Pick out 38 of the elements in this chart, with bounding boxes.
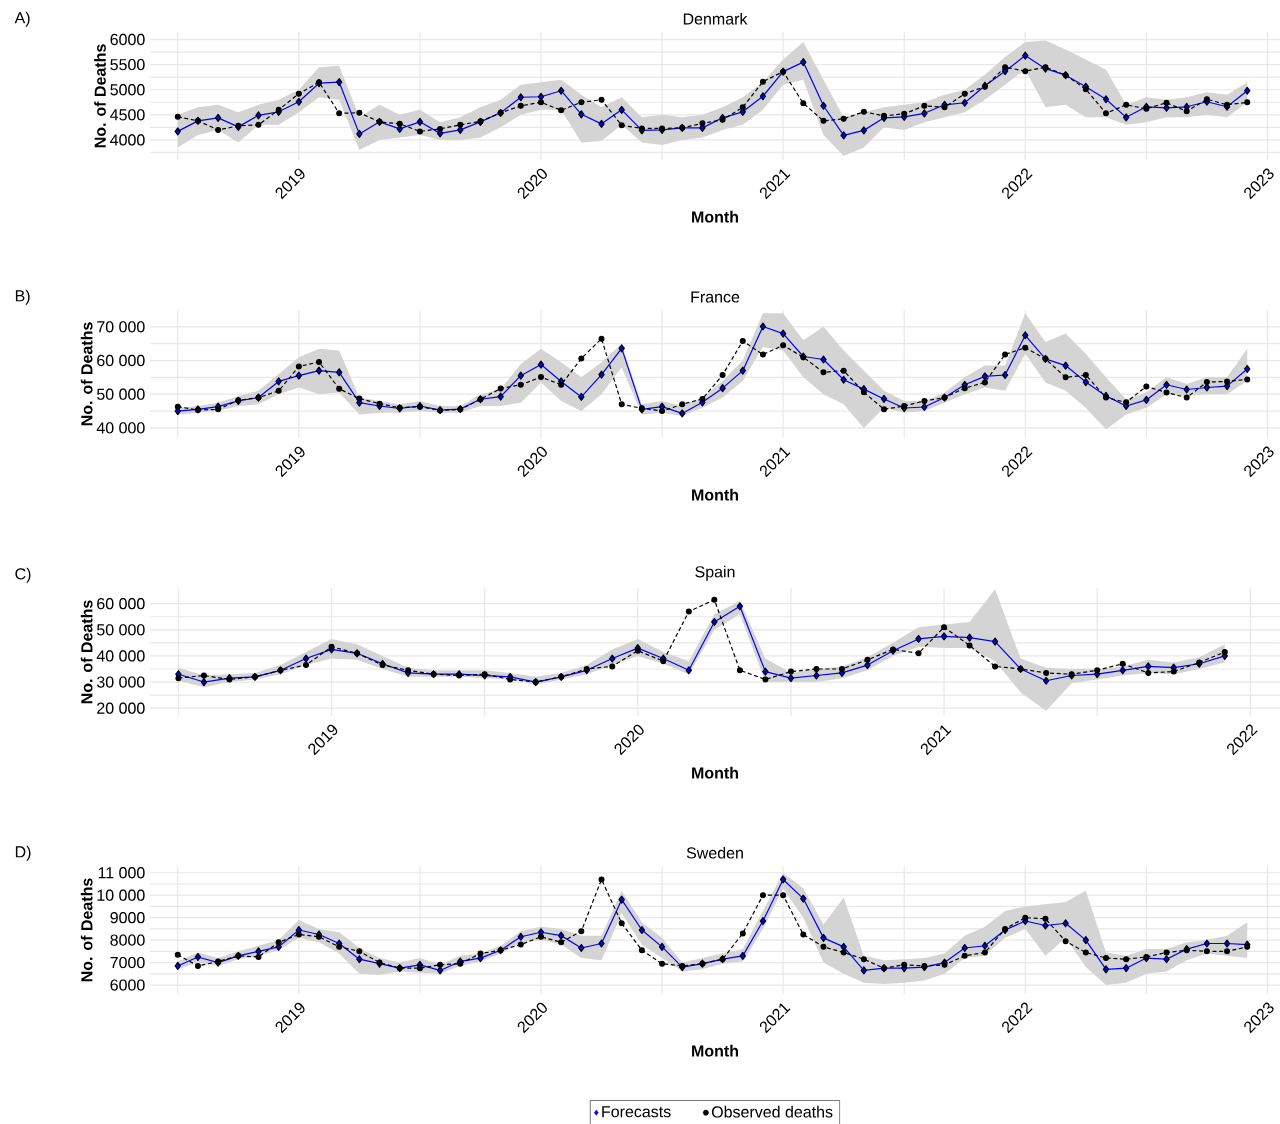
y-axis-title: No. of Deaths bbox=[94, 44, 106, 148]
y-tick-label: 60 000 bbox=[97, 598, 145, 610]
chart-title: Denmark bbox=[683, 12, 748, 25]
text: D) bbox=[15, 845, 31, 861]
y-tick-label: 6000 bbox=[110, 979, 145, 991]
y-tick-label: 70 000 bbox=[97, 321, 145, 333]
chart-title: Sweden bbox=[686, 846, 743, 859]
y-tick-label: 50 000 bbox=[97, 388, 145, 400]
legend-label: Forecasts bbox=[602, 1106, 671, 1118]
y-tick-label: 30 000 bbox=[96, 676, 145, 688]
x-axis-title: Month bbox=[692, 1044, 739, 1057]
text: A) bbox=[14, 11, 30, 27]
x-axis-title: Month bbox=[692, 488, 739, 501]
y-tick-label: 8000 bbox=[110, 934, 145, 946]
y-tick-label: 40 000 bbox=[96, 650, 145, 662]
y-tick-label: 5500 bbox=[110, 58, 145, 71]
y-tick-label: 6000 bbox=[110, 33, 145, 46]
legend-label: Observed deaths bbox=[711, 1105, 833, 1118]
x-axis-title: Month bbox=[692, 210, 739, 223]
y-tick-label: 4500 bbox=[110, 109, 145, 121]
y-axis-title: No. of Deaths bbox=[80, 878, 93, 982]
y-tick-label: 11 000 bbox=[98, 867, 145, 879]
y-axis-title: No. of Deaths bbox=[80, 322, 93, 426]
text: B) bbox=[15, 289, 30, 305]
text: C) bbox=[15, 567, 31, 583]
y-tick-label: 5000 bbox=[110, 84, 145, 96]
chart-title: France bbox=[691, 291, 740, 303]
y-tick-label: 50 000 bbox=[97, 624, 145, 636]
y-tick-label: 40 000 bbox=[96, 422, 145, 434]
y-tick-label: 9000 bbox=[110, 912, 145, 924]
x-axis-title: Month bbox=[692, 766, 739, 779]
y-tick-label: 7000 bbox=[110, 956, 145, 969]
y-tick-label: 60 000 bbox=[97, 354, 145, 367]
y-tick-label: 4000 bbox=[110, 134, 145, 146]
y-tick-label: 20 000 bbox=[97, 702, 145, 714]
chart-title: Spain bbox=[695, 565, 735, 581]
y-tick-label: 10 000 bbox=[97, 889, 145, 901]
y-axis-title: No. of Deaths bbox=[80, 600, 93, 704]
